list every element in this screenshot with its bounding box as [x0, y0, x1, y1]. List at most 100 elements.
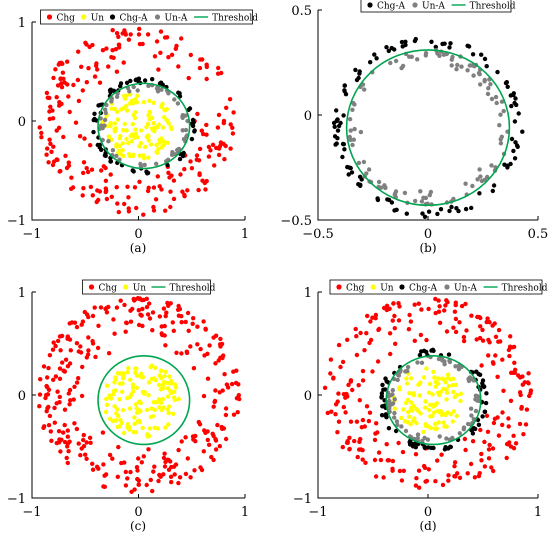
point-un-a: [358, 129, 364, 135]
point-un-a: [403, 369, 408, 374]
point-chg: [485, 316, 490, 321]
point-un-a: [395, 422, 400, 428]
point-un-a: [447, 359, 453, 365]
point-un: [146, 138, 151, 143]
point-un: [120, 128, 126, 133]
point-chg: [392, 313, 397, 319]
point-chg: [74, 324, 80, 330]
point-un-a: [463, 181, 468, 186]
point-un: [137, 153, 142, 158]
point-un: [417, 393, 422, 398]
point-chg: [56, 125, 62, 130]
point-un-a: [392, 397, 397, 402]
point-un-a: [418, 189, 423, 194]
point-un-a: [110, 148, 116, 153]
point-chg-a: [386, 48, 391, 54]
point-chg: [103, 189, 108, 195]
point-chg-a: [516, 111, 521, 116]
point-chg: [51, 75, 56, 81]
y-tick-label: 0.5: [291, 4, 312, 19]
point-chg: [413, 452, 419, 457]
point-chg: [53, 343, 58, 349]
point-chg: [357, 398, 362, 403]
point-chg: [125, 476, 130, 481]
point-chg: [452, 460, 458, 465]
scatter-points: [37, 296, 242, 494]
point-chg: [360, 378, 366, 383]
point-chg: [200, 57, 205, 62]
point-un-a: [444, 436, 449, 441]
point-un: [122, 121, 128, 127]
point-un: [404, 376, 409, 381]
point-chg: [213, 447, 219, 452]
point-chg: [169, 52, 175, 57]
point-chg: [407, 312, 412, 318]
point-chg: [506, 442, 511, 447]
point-chg: [121, 60, 126, 65]
point-chg: [469, 313, 474, 318]
point-chg: [152, 464, 157, 469]
point-chg-a: [466, 44, 472, 49]
point-un: [134, 373, 140, 378]
point-chg-a: [481, 384, 487, 390]
point-un: [115, 407, 120, 412]
point-chg: [81, 186, 86, 191]
point-chg: [50, 162, 56, 168]
point-chg: [42, 424, 47, 429]
point-chg: [223, 406, 229, 411]
point-un: [172, 397, 178, 403]
point-chg: [171, 196, 177, 202]
point-chg: [373, 312, 379, 318]
point-chg-a: [192, 129, 197, 134]
point-chg-a: [447, 45, 452, 50]
point-un: [154, 142, 159, 148]
point-un-a: [477, 72, 482, 77]
point-chg: [116, 209, 122, 215]
point-un: [451, 376, 456, 381]
point-un-a: [425, 437, 431, 442]
point-chg: [114, 305, 120, 310]
point-un: [401, 407, 406, 412]
point-chg: [424, 337, 429, 343]
legend-marker-chg-a: [399, 284, 405, 290]
point-un: [132, 415, 137, 420]
point-chg-a: [338, 120, 343, 126]
point-chg: [525, 380, 531, 385]
point-chg: [520, 382, 525, 387]
point-chg: [58, 168, 63, 174]
point-chg: [132, 298, 137, 303]
point-un: [104, 402, 110, 407]
point-un-a: [498, 112, 503, 117]
point-un-a: [478, 174, 483, 179]
legend-marker-chg: [336, 284, 342, 290]
point-chg: [426, 467, 431, 472]
point-chg: [60, 360, 65, 365]
point-chg: [100, 48, 106, 53]
point-un: [155, 426, 161, 431]
point-chg-a: [343, 92, 349, 97]
point-un: [127, 153, 133, 159]
point-chg: [528, 388, 534, 393]
point-chg: [62, 80, 67, 85]
point-chg: [406, 327, 412, 332]
point-chg: [188, 344, 193, 349]
point-chg: [445, 300, 450, 305]
point-un-a: [102, 117, 108, 123]
point-chg: [222, 372, 227, 377]
point-un: [434, 426, 439, 431]
point-un: [112, 121, 118, 126]
point-un: [111, 392, 116, 397]
point-chg: [44, 152, 49, 157]
point-un-a: [454, 67, 459, 72]
point-chg-a: [335, 128, 341, 133]
point-chg-a: [474, 369, 479, 374]
point-chg: [128, 308, 133, 313]
point-un-a: [166, 91, 171, 96]
point-chg: [77, 134, 83, 139]
point-chg: [345, 337, 350, 342]
point-un: [152, 365, 158, 370]
legend-marker-un-a: [444, 284, 450, 290]
point-chg: [65, 434, 71, 439]
point-un: [157, 373, 162, 378]
legend: Chg Un Chg-A Un-A Threshold: [40, 9, 258, 25]
